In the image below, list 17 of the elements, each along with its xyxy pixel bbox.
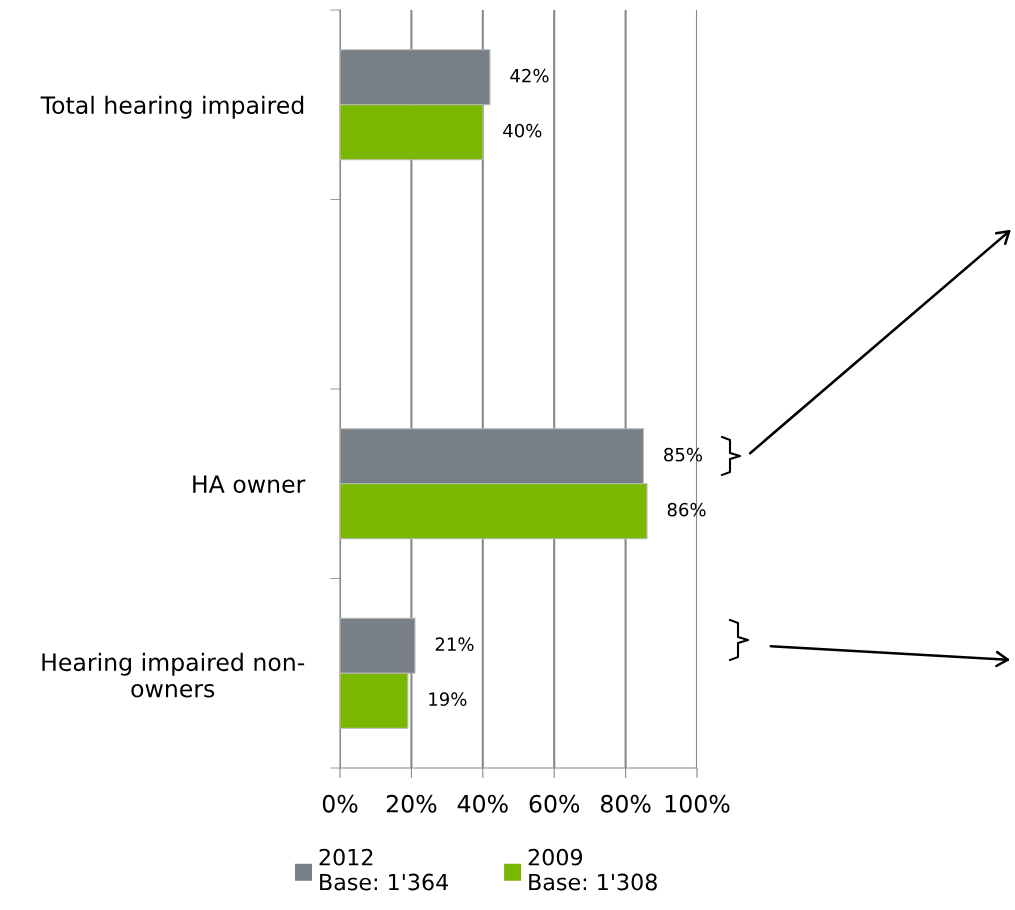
legend-label: 2012 Base: 1'364	[319, 848, 449, 891]
legend-label: 2009 Base: 1'308	[528, 848, 657, 891]
y-tick-label: HA owner	[193, 475, 306, 494]
x-tick-label: 60%	[529, 794, 580, 813]
data-label: 42%	[510, 68, 549, 83]
x-tick-label: 20%	[386, 794, 437, 813]
y-tick-label: Total hearing impaired	[40, 95, 304, 119]
data-label: 86%	[667, 502, 706, 517]
x-tick-label: 100%	[665, 794, 730, 813]
x-tick-label: 40%	[457, 794, 508, 813]
y-tick-label: Hearing impaired non- owners	[42, 652, 305, 698]
data-label: 85%	[664, 447, 703, 462]
x-tick-label: 0%	[322, 794, 358, 813]
data-label: 21%	[435, 637, 474, 652]
data-label: 40%	[503, 123, 542, 138]
x-tick-label: 80%	[600, 794, 651, 813]
data-label: 19%	[429, 692, 467, 706]
